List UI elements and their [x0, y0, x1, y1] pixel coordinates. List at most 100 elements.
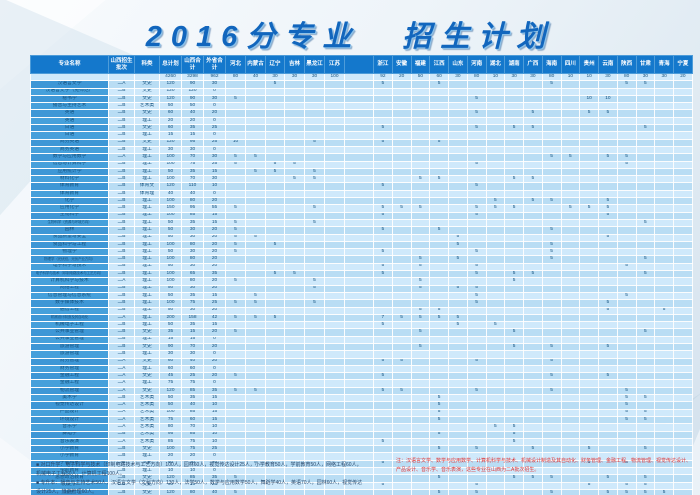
province-value-cell: 5 — [225, 160, 246, 169]
province-value-cell — [560, 197, 581, 206]
province-value-cell — [560, 80, 581, 89]
column-header: 海南 — [541, 55, 562, 74]
province-value-cell — [485, 277, 506, 286]
other-province-total-cell: 10 — [203, 430, 226, 439]
province-value-cell: 5 — [373, 269, 393, 279]
province-value-cell — [265, 437, 285, 447]
province-value-cell — [284, 255, 305, 264]
province-value-cell: 5 — [429, 445, 449, 454]
province-value-cell — [373, 299, 393, 308]
province-value-cell — [324, 131, 345, 140]
total-plan-cell: 50 — [159, 167, 182, 177]
province-value-cell — [466, 321, 487, 330]
province-value-cell — [598, 379, 618, 388]
province-value-cell — [284, 430, 305, 439]
province-value-cell — [410, 182, 431, 191]
total-plan-cell: 75 — [159, 379, 182, 388]
province-value-cell — [448, 167, 468, 177]
spacer-cell — [344, 474, 374, 483]
province-value-cell — [673, 80, 693, 89]
province-value-cell — [560, 401, 581, 410]
province-value-cell — [560, 262, 581, 272]
province-value-cell — [245, 189, 266, 199]
province-value-cell — [523, 408, 543, 417]
table-row: 数学与应用数学 二A 理工 100 70 30 5 5 5 5 5 5 — [30, 153, 693, 162]
batch-cell: 二A — [108, 386, 135, 396]
province-value-cell — [373, 167, 393, 177]
shanxi-total-cell: 120 — [181, 87, 204, 96]
province-value-cell — [304, 357, 325, 366]
province-value-cell — [245, 262, 266, 272]
table-row: 物流管理 二A 文史 120 85 35 5 5 5 5 5 5 5 — [30, 386, 693, 396]
province-value-cell: 80 — [225, 72, 246, 82]
province-value-cell — [560, 306, 581, 315]
province-value-cell — [448, 430, 468, 439]
province-value-cell — [579, 197, 599, 206]
province-value-cell — [673, 153, 693, 162]
province-value-cell — [654, 197, 674, 206]
total-plan-cell: 95 — [159, 430, 182, 439]
province-value-cell — [391, 80, 412, 89]
province-value-cell — [448, 408, 468, 417]
province-value-cell — [654, 204, 674, 213]
province-value-cell — [448, 386, 468, 396]
province-value-cell — [654, 335, 674, 345]
batch-cell: 二B — [108, 175, 135, 184]
province-value-cell — [523, 233, 543, 242]
province-value-cell — [579, 233, 599, 242]
province-value-cell — [284, 342, 305, 352]
province-value-cell — [265, 299, 285, 308]
province-value-cell — [373, 175, 393, 184]
shanxi-total-cell: 75 — [181, 160, 204, 169]
province-value-cell — [265, 423, 285, 432]
province-value-cell — [410, 408, 431, 417]
province-value-cell — [324, 386, 345, 396]
province-value-cell — [448, 415, 468, 425]
spacer-cell — [344, 394, 374, 403]
province-value-cell: 5 — [304, 175, 325, 184]
spacer-cell — [344, 145, 374, 155]
province-value-cell — [504, 415, 524, 425]
total-plan-cell: 100 — [159, 269, 182, 279]
province-value-cell — [504, 350, 524, 359]
province-value-cell — [429, 211, 449, 220]
province-value-cell — [635, 313, 656, 323]
province-value-cell — [598, 248, 618, 257]
province-value-cell — [523, 145, 543, 155]
province-value-cell — [410, 430, 431, 439]
province-value-cell — [429, 269, 449, 279]
province-value-cell — [265, 335, 285, 345]
shanxi-total-cell: 30 — [181, 248, 204, 257]
province-value-cell — [304, 189, 325, 199]
province-value-cell — [654, 269, 674, 279]
province-value-cell — [284, 102, 305, 111]
subject-cell: 理工 — [134, 240, 160, 250]
other-province-total-cell: 20 — [203, 372, 226, 381]
province-value-cell — [673, 277, 693, 286]
province-value-cell — [616, 189, 637, 199]
province-value-cell — [654, 284, 674, 293]
table-row: 法学 二B 文史 120 80 40 5 5 5 5 5 5 5 5 — [30, 488, 693, 495]
shanxi-total-cell: 40 — [181, 357, 204, 366]
shanxi-total-cell: 90 — [181, 94, 204, 104]
province-value-cell — [324, 306, 345, 315]
province-value-cell — [560, 116, 581, 126]
province-value-cell — [391, 350, 412, 359]
province-value-cell — [304, 248, 325, 257]
subject-cell: 艺术类 — [134, 102, 160, 111]
province-value-cell: 10 — [579, 72, 599, 82]
province-value-cell — [579, 160, 599, 169]
province-value-cell — [373, 189, 393, 199]
total-plan-cell: 50 — [159, 321, 182, 330]
province-value-cell — [304, 153, 325, 162]
province-value-cell: 5 — [373, 262, 393, 272]
province-value-cell: 5 — [598, 488, 618, 495]
province-value-cell — [654, 342, 674, 352]
province-value-cell — [523, 116, 543, 126]
province-value-cell — [265, 124, 285, 133]
major-name-cell: 金融工程 — [30, 379, 109, 388]
province-value-cell — [265, 87, 285, 96]
province-value-cell — [225, 189, 246, 199]
other-province-total-cell: 0 — [203, 131, 226, 140]
province-value-cell — [579, 372, 599, 381]
